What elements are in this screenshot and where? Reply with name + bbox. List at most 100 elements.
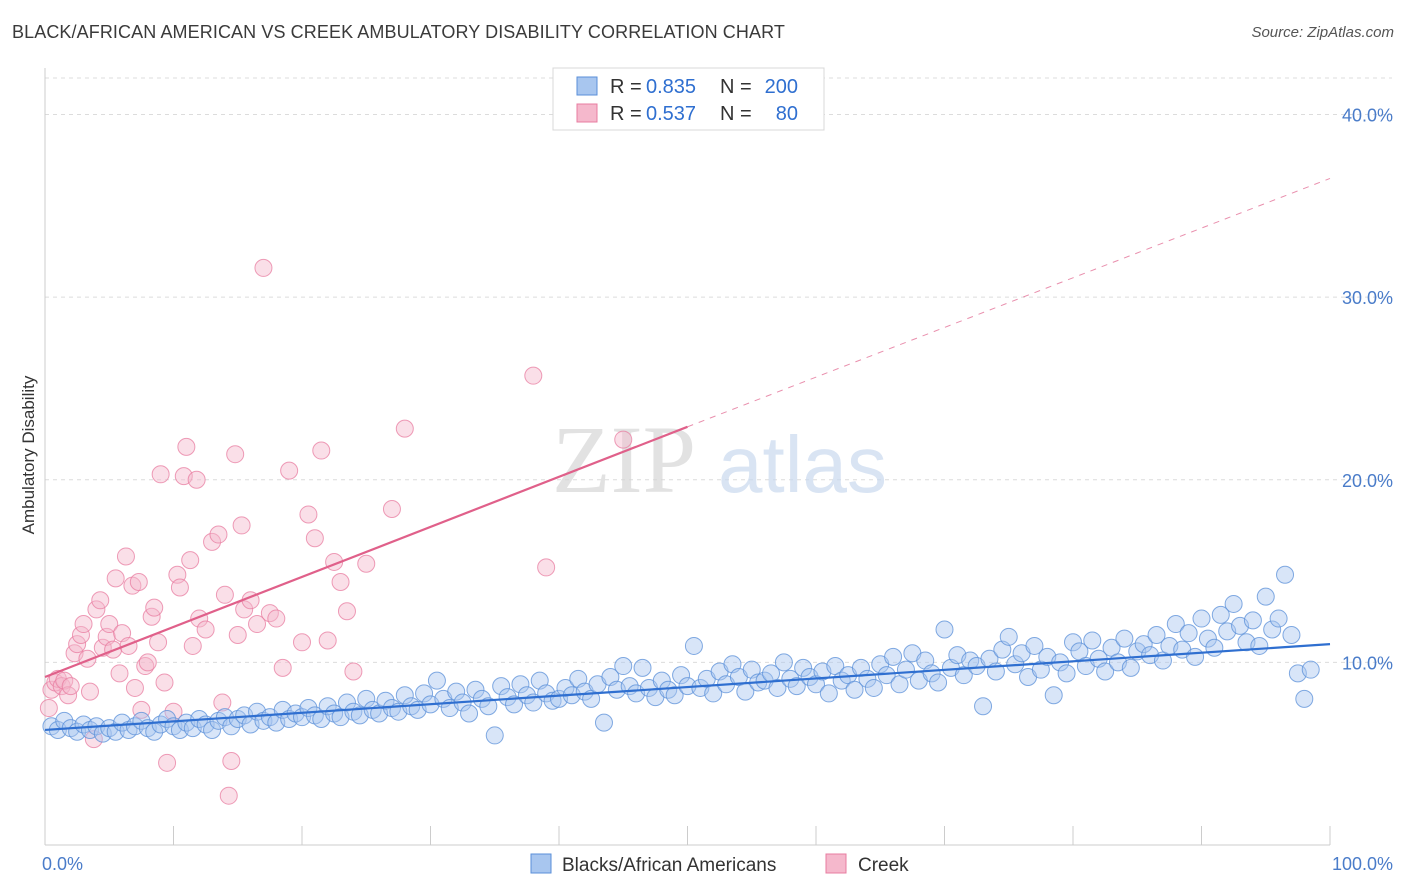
black-point-128 — [864, 678, 883, 697]
y-tick-label-2: 30.0% — [1342, 288, 1393, 308]
black-point-100 — [684, 636, 703, 655]
black-point-97 — [665, 686, 684, 705]
creek-point-24 — [116, 547, 135, 566]
black-point-67 — [472, 689, 491, 708]
black-point-133 — [896, 660, 915, 679]
black-point-196 — [1301, 660, 1320, 679]
black-point-156 — [1044, 686, 1063, 705]
creek-point-16 — [91, 591, 110, 610]
creek-point-57 — [235, 600, 254, 619]
stats-legend: R = 0.835 N = 200 R = 0.537 N = 80 — [552, 67, 825, 131]
creek-point-66 — [299, 505, 318, 524]
legend-r-label-1: R = — [610, 76, 642, 98]
creek-point-27 — [125, 678, 144, 697]
black-point-89 — [614, 657, 633, 676]
black-point-184 — [1224, 594, 1243, 613]
black-point-168 — [1121, 658, 1140, 677]
creek-point-37 — [158, 753, 177, 772]
creek-point-75 — [382, 499, 401, 518]
y-tick-label-3: 40.0% — [1342, 106, 1393, 126]
black-point-68 — [479, 697, 498, 716]
black-point-60 — [427, 671, 446, 690]
black-point-192 — [1276, 565, 1295, 584]
creek-point-78 — [537, 558, 556, 577]
black-point-121 — [819, 684, 838, 703]
bottom-legend-label-pink: Creek — [858, 855, 909, 876]
creek-point-59 — [248, 615, 267, 634]
black-point-189 — [1256, 587, 1275, 606]
creek-point-9 — [68, 635, 87, 654]
legend-n-value-2: 80 — [776, 103, 798, 125]
creek-point-45 — [187, 470, 206, 489]
creek-points — [39, 258, 633, 805]
legend-r-value-2: 0.537 — [646, 103, 696, 125]
creek-point-43 — [181, 551, 200, 570]
black-point-66 — [466, 680, 485, 699]
creek-point-56 — [232, 516, 251, 535]
black-point-158 — [1057, 664, 1076, 683]
black-point-177 — [1179, 624, 1198, 643]
legend-n-value-1: 200 — [765, 76, 798, 98]
creek-point-11 — [74, 615, 93, 634]
black-point-46 — [337, 693, 356, 712]
creek-point-44 — [183, 636, 202, 655]
creek-point-54 — [226, 445, 245, 464]
black-trend-line — [44, 643, 1331, 732]
black-point-137 — [922, 664, 941, 683]
creek-point-19 — [100, 615, 119, 634]
chart-title: BLACK/AFRICAN AMERICAN VS CREEK AMBULATO… — [12, 22, 785, 42]
black-point-52 — [376, 691, 395, 710]
black-point-98 — [672, 666, 691, 685]
legend-r-value-1: 0.835 — [646, 76, 696, 98]
creek-point-42 — [177, 437, 196, 456]
creek-point-64 — [280, 461, 299, 480]
black-point-191 — [1269, 609, 1288, 628]
watermark-atlas: atlas — [718, 420, 887, 509]
legend-n-label-2: N = — [720, 103, 752, 125]
black-point-114 — [774, 653, 793, 672]
creek-point-10 — [71, 625, 90, 644]
y-axis-label: Ambulatory Disability — [19, 375, 38, 534]
creek-point-35 — [151, 465, 170, 484]
black-point-72 — [505, 695, 524, 714]
x-tick-labels: 0.0% 100.0% — [42, 854, 1393, 874]
black-point-71 — [498, 688, 517, 707]
x-tick-label-1: 100.0% — [1332, 854, 1393, 874]
creek-point-77 — [524, 366, 543, 385]
creek-point-65 — [293, 633, 311, 652]
creek-point-62 — [267, 609, 286, 628]
creek-point-36 — [155, 673, 174, 692]
black-point-14 — [132, 711, 151, 730]
y-tick-labels: 10.0% 20.0% 30.0% 40.0% — [1342, 106, 1393, 674]
black-point-125 — [845, 680, 864, 699]
black-point-80 — [556, 678, 575, 697]
creek-point-7 — [61, 677, 80, 696]
black-point-86 — [594, 713, 613, 732]
creek-point-0 — [39, 699, 58, 718]
black-point-18 — [158, 709, 177, 728]
black-point-179 — [1192, 609, 1211, 628]
legend-r-label-2: R = — [610, 103, 642, 125]
black-point-190 — [1263, 620, 1282, 639]
trend-lines — [44, 177, 1331, 732]
creek-point-69 — [318, 631, 337, 650]
creek-point-47 — [196, 620, 215, 639]
black-point-181 — [1205, 638, 1224, 657]
creek-point-22 — [110, 664, 129, 683]
creek-trend-extension — [687, 177, 1331, 428]
creek-point-31 — [138, 653, 157, 672]
creek-point-52 — [219, 786, 238, 805]
black-point-149 — [999, 627, 1018, 646]
creek-point-33 — [145, 598, 164, 617]
creek-point-79 — [614, 430, 633, 449]
black-point-182 — [1211, 605, 1230, 624]
creek-point-73 — [344, 662, 363, 681]
black-point-180 — [1198, 629, 1217, 648]
legend-swatch-pink — [576, 103, 598, 123]
y-tick-label-0: 10.0% — [1342, 653, 1393, 673]
black-point-69 — [485, 726, 504, 745]
black-point-188 — [1250, 636, 1269, 655]
creek-point-38 — [164, 702, 183, 721]
black-point-138 — [929, 673, 948, 692]
